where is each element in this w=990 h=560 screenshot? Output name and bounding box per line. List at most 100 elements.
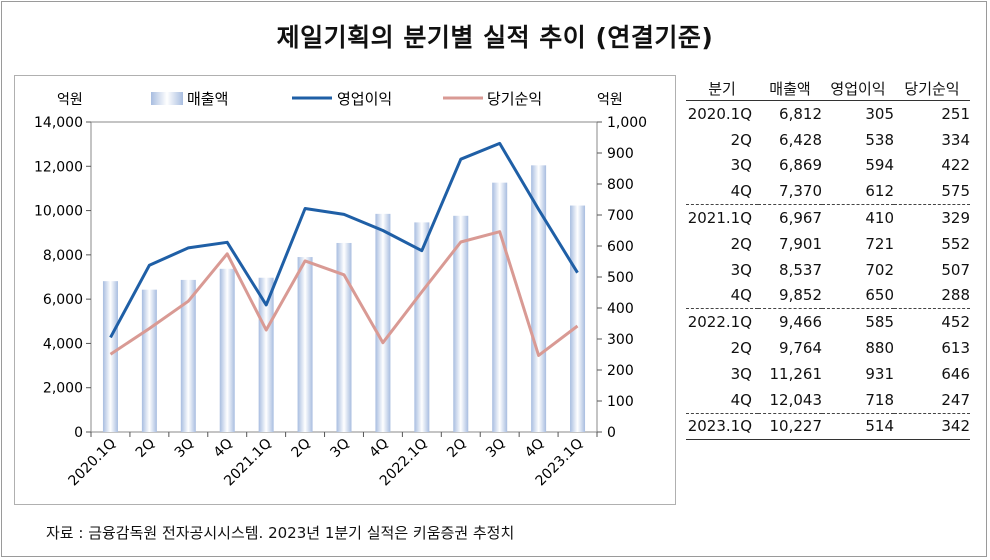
table-row: 3Q 6,869 594 422	[686, 153, 970, 179]
table-cell: 6,812	[779, 104, 822, 123]
left-axis-label: 억원	[57, 92, 83, 108]
table-cell: 2Q	[730, 234, 752, 253]
right-tick-label: 100	[607, 394, 634, 410]
bar-sales	[180, 279, 196, 432]
bar-sales	[297, 257, 313, 432]
bar-sales	[102, 281, 118, 432]
left-tick-label: 6,000	[43, 292, 83, 308]
line-net-income	[109, 230, 579, 357]
x-tick-label: 2020.1Q	[66, 436, 120, 490]
table-cell: 575	[941, 182, 970, 201]
table-cell: 650	[865, 286, 894, 305]
right-tick-label: 300	[607, 332, 634, 348]
table-cell: 9,764	[779, 339, 822, 358]
table-row: 3Q 11,261 931 646	[686, 361, 970, 387]
legend-label-sales: 매출액	[187, 90, 228, 108]
left-tick-label: 10,000	[34, 204, 83, 220]
table-header: 분기	[686, 76, 758, 101]
x-tick-label: 3Q	[327, 436, 352, 461]
table-cell: 538	[865, 130, 894, 149]
table-header: 당기순익	[894, 76, 970, 101]
table-cell: 410	[822, 204, 894, 231]
right-tick-label: 400	[607, 301, 634, 317]
table-row: 2023.1Q 10,227 514 342	[686, 412, 970, 441]
table-cell: 334	[941, 130, 970, 149]
left-tick-label: 8,000	[43, 248, 83, 264]
table-cell: 3Q	[730, 260, 752, 279]
table-cell: 2Q	[730, 339, 752, 358]
table-cell: 288	[941, 286, 970, 305]
table-cell: 507	[941, 260, 970, 279]
x-tick-label: 2Q	[288, 436, 313, 461]
x-tick-label: 4Q	[522, 436, 547, 461]
table-cell: 4Q	[730, 182, 752, 201]
x-tick-label: 2Q	[133, 436, 158, 461]
bar-sales	[219, 268, 235, 432]
table-cell: 2020.1Q	[687, 104, 752, 123]
left-tick-label: 2,000	[43, 381, 83, 397]
data-table: 분기 매출액 영업이익 당기순익 2020.1Q 6,812 305 251 2Q 6,4…	[686, 76, 970, 441]
legend-label-operating-profit: 영업이익	[337, 90, 392, 108]
table-cell: 2021.1Q	[686, 204, 758, 231]
table-cell: 11,261	[769, 364, 823, 383]
right-tick-label: 200	[607, 363, 634, 379]
table-cell: 880	[865, 339, 894, 358]
left-tick-label: 14,000	[34, 115, 83, 131]
table-cell: 594	[865, 156, 894, 175]
bar-sales	[531, 165, 547, 433]
table-cell: 9,852	[779, 286, 822, 305]
table-cell: 12,043	[769, 390, 823, 409]
table-cell: 305	[865, 104, 894, 123]
chart-area: 0 2,000 4,000 6,000 8,000 10,000 12,000 14,000 0…	[14, 75, 676, 505]
source-note: 자료 : 금융감독원 전자공시시스템. 2023년 1분기 실적은 키움증권 추…	[46, 524, 515, 542]
data-table-container: 분기 매출액 영업이익 당기순익 2020.1Q 6,812 305 251 2Q 6,4…	[686, 76, 970, 441]
right-axis-label: 억원	[597, 92, 623, 108]
bar-sales	[258, 277, 274, 432]
table-header: 매출액	[758, 76, 822, 101]
table-cell: 721	[865, 234, 894, 253]
right-tick-label: 0	[607, 425, 616, 441]
bar-sales	[414, 222, 430, 432]
x-tick-label: 3Q	[483, 436, 508, 461]
right-tick-label: 700	[607, 208, 634, 224]
table-row: 2Q 9,764 880 613	[686, 335, 970, 361]
table-header: 영업이익	[822, 76, 894, 101]
bar-sales	[453, 215, 469, 432]
table-cell: 702	[865, 260, 894, 279]
table-cell: 4Q	[730, 286, 752, 305]
table-cell: 10,227	[758, 412, 822, 441]
bar-sales	[375, 213, 391, 432]
left-tick-label: 12,000	[34, 159, 83, 175]
left-tick-label: 4,000	[43, 336, 83, 352]
page-title: 제일기획의 분기별 실적 추이 (연결기준)	[276, 23, 714, 52]
table-cell: 552	[941, 234, 970, 253]
table-row: 4Q 9,852 650 288	[686, 283, 970, 309]
table-cell: 6,967	[758, 204, 822, 231]
table-cell: 585	[822, 308, 894, 336]
legend-swatch-sales	[151, 92, 183, 105]
table-row: 2Q 6,428 538 334	[686, 127, 970, 153]
table-cell: 931	[865, 364, 894, 383]
table-cell: 3Q	[730, 156, 752, 175]
table-cell: 342	[894, 412, 970, 441]
combo-chart: 0 2,000 4,000 6,000 8,000 10,000 12,000 14,000 0…	[34, 90, 647, 490]
table-cell: 3Q	[730, 364, 752, 383]
right-tick-label: 500	[607, 270, 634, 286]
x-tick-label: 4Q	[211, 436, 236, 461]
right-tick-label: 800	[607, 177, 634, 193]
table-row: 2021.1Q 6,967 410 329	[686, 204, 970, 231]
bar-sales	[570, 205, 586, 432]
line-operating-profit	[109, 141, 579, 339]
table-row: 3Q 8,537 702 507	[686, 257, 970, 283]
table-cell: 8,537	[779, 260, 822, 279]
bar-sales	[492, 182, 508, 432]
bar-sales	[141, 289, 157, 432]
table-cell: 329	[894, 204, 970, 231]
table-cell: 4Q	[730, 390, 752, 409]
x-tick-label: 3Q	[172, 436, 197, 461]
table-row: 2Q 7,901 721 552	[686, 231, 970, 257]
table-cell: 251	[941, 104, 970, 123]
table-cell: 718	[865, 390, 894, 409]
table-cell: 7,370	[779, 182, 822, 201]
